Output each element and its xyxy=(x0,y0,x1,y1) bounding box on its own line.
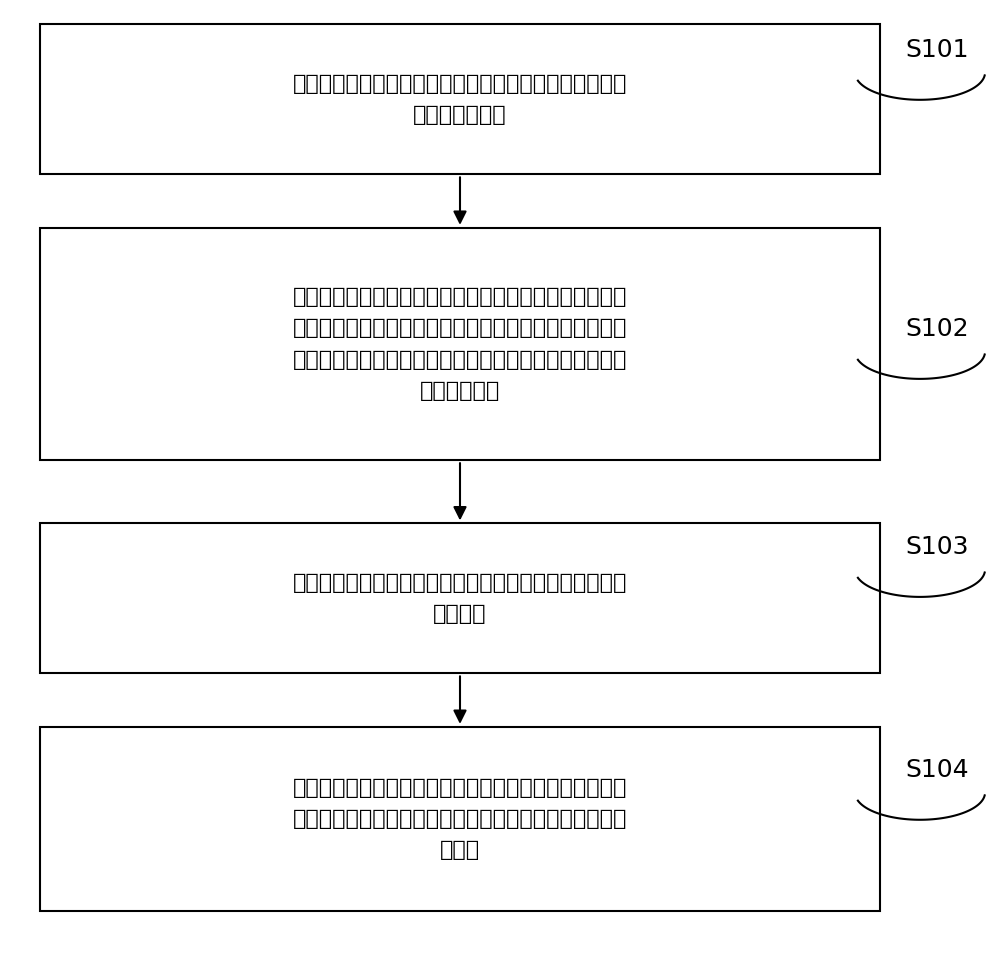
Text: S102: S102 xyxy=(905,318,969,341)
Text: S104: S104 xyxy=(905,759,969,782)
Text: 在每次确定遍寻到最大心电数据和最小心电数据时，按照
最大心电数据和最小心电数据在显示模块的显示区域绘制
心电图: 在每次确定遍寻到最大心电数据和最小心电数据时，按照 最大心电数据和最小心电数据在… xyxy=(293,777,627,860)
Text: 获取监护模块按照预设的心电采集周期实时采集到的目标
人体的心电数据: 获取监护模块按照预设的心电采集周期实时采集到的目标 人体的心电数据 xyxy=(293,74,627,125)
FancyBboxPatch shape xyxy=(40,727,880,911)
FancyBboxPatch shape xyxy=(40,228,880,460)
FancyBboxPatch shape xyxy=(40,24,880,174)
Text: S101: S101 xyxy=(905,39,968,62)
Text: 按照预设的查询周期确定是否遍寻到最大心电数据和最小
心电数据: 按照预设的查询周期确定是否遍寻到最大心电数据和最小 心电数据 xyxy=(293,573,627,624)
FancyBboxPatch shape xyxy=(40,523,880,673)
Text: 将心电数据存储到显示模块的缓存区中，并在缓存区中的
心电数据的数量每次达到目标数量时，基于采样电压对目
标数量的心电数据进行遍寻处理，以确定最大心电数据和
最小: 将心电数据存储到显示模块的缓存区中，并在缓存区中的 心电数据的数量每次达到目标数… xyxy=(293,287,627,401)
Text: S103: S103 xyxy=(905,536,968,559)
